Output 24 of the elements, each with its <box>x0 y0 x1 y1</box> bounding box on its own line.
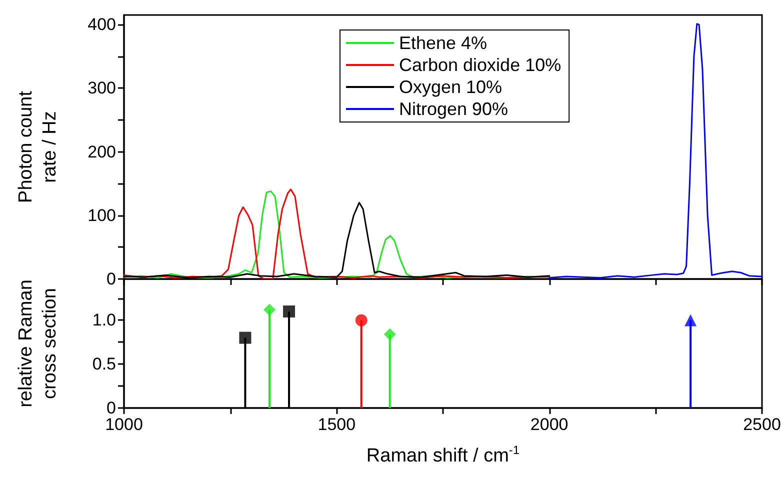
x-tick-label: 1000 <box>105 415 143 434</box>
y-tick-label: 1.0 <box>92 310 116 330</box>
y-tick-label: 0 <box>106 270 116 288</box>
x-tick-label: 2500 <box>743 415 781 434</box>
legend-label: Oxygen 10% <box>399 77 502 97</box>
point <box>283 305 296 318</box>
point <box>384 328 396 340</box>
point <box>355 314 368 326</box>
legend-label: Ethene 4% <box>399 33 488 53</box>
point <box>239 332 252 344</box>
y-tick-label: 400 <box>88 15 116 34</box>
legend-label: Carbon dioxide 10% <box>399 55 562 75</box>
y-axis-title: relative Raman cross section <box>16 280 60 408</box>
y-tick-label: 0.5 <box>92 354 116 374</box>
legend-label: Nitrogen 90% <box>399 99 508 119</box>
point <box>263 304 276 316</box>
x-tick-label: 2000 <box>530 415 568 434</box>
y-tick-label: 300 <box>88 78 116 98</box>
y-tick-label: 100 <box>88 206 116 225</box>
x-tick-label: 1500 <box>318 415 356 434</box>
y-axis-title: Photon count rate / Hz <box>16 90 60 203</box>
y-tick-label: 0 <box>106 398 116 418</box>
point <box>684 314 697 326</box>
y-tick-label: 200 <box>88 142 116 162</box>
